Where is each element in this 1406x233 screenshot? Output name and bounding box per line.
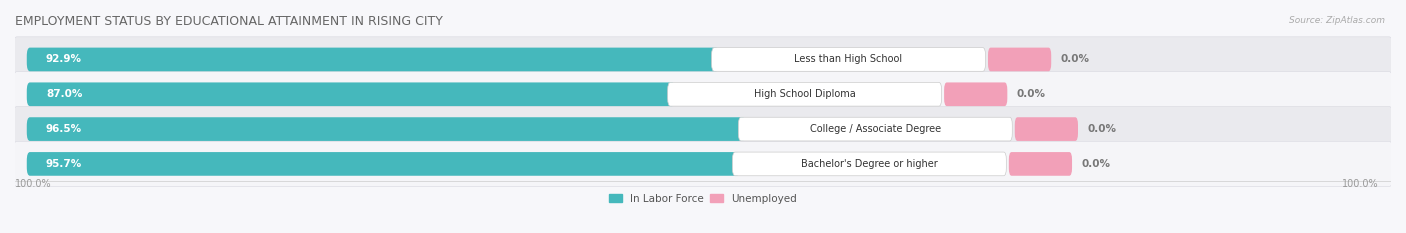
FancyBboxPatch shape xyxy=(988,48,1052,71)
Text: 0.0%: 0.0% xyxy=(1087,124,1116,134)
Text: Source: ZipAtlas.com: Source: ZipAtlas.com xyxy=(1289,16,1385,25)
FancyBboxPatch shape xyxy=(13,37,1393,82)
Text: 0.0%: 0.0% xyxy=(1081,159,1111,169)
FancyBboxPatch shape xyxy=(1015,117,1078,141)
FancyBboxPatch shape xyxy=(1010,152,1071,176)
Text: Less than High School: Less than High School xyxy=(794,55,903,65)
Text: High School Diploma: High School Diploma xyxy=(754,89,855,99)
Text: 0.0%: 0.0% xyxy=(1060,55,1090,65)
FancyBboxPatch shape xyxy=(27,117,745,141)
FancyBboxPatch shape xyxy=(943,82,1007,106)
FancyBboxPatch shape xyxy=(738,117,1012,141)
FancyBboxPatch shape xyxy=(27,152,740,176)
FancyBboxPatch shape xyxy=(711,48,986,71)
Text: Bachelor's Degree or higher: Bachelor's Degree or higher xyxy=(801,159,938,169)
Text: 87.0%: 87.0% xyxy=(46,89,83,99)
FancyBboxPatch shape xyxy=(668,82,942,106)
Text: 95.7%: 95.7% xyxy=(46,159,82,169)
Text: 92.9%: 92.9% xyxy=(46,55,82,65)
Text: 100.0%: 100.0% xyxy=(15,179,52,189)
FancyBboxPatch shape xyxy=(13,72,1393,117)
Text: 0.0%: 0.0% xyxy=(1017,89,1046,99)
FancyBboxPatch shape xyxy=(13,106,1393,152)
Text: EMPLOYMENT STATUS BY EDUCATIONAL ATTAINMENT IN RISING CITY: EMPLOYMENT STATUS BY EDUCATIONAL ATTAINM… xyxy=(15,15,443,28)
Text: 96.5%: 96.5% xyxy=(46,124,82,134)
Text: College / Associate Degree: College / Associate Degree xyxy=(810,124,941,134)
FancyBboxPatch shape xyxy=(13,141,1393,187)
FancyBboxPatch shape xyxy=(733,152,1007,176)
Text: 100.0%: 100.0% xyxy=(1341,179,1379,189)
FancyBboxPatch shape xyxy=(27,82,675,106)
Legend: In Labor Force, Unemployed: In Labor Force, Unemployed xyxy=(609,194,797,204)
FancyBboxPatch shape xyxy=(27,48,718,71)
